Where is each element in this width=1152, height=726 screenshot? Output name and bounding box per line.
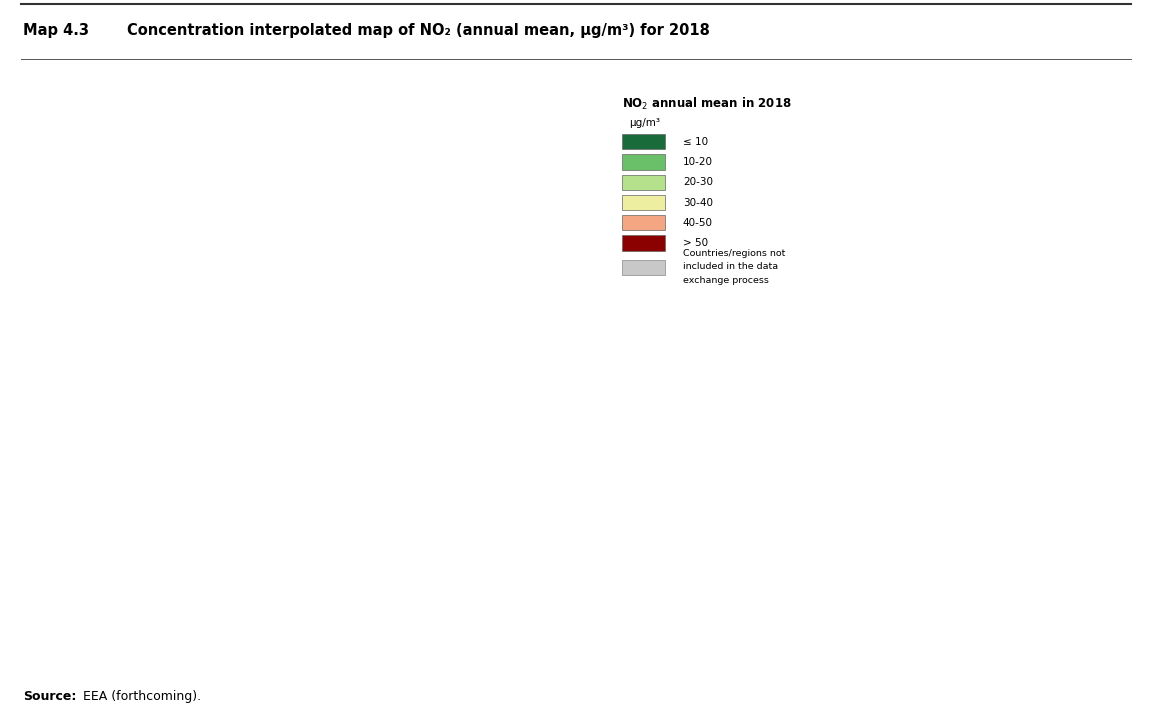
Bar — [622, 134, 666, 150]
Text: NO$_2$ annual mean in 2018: NO$_2$ annual mean in 2018 — [622, 96, 791, 112]
Bar — [622, 155, 666, 170]
Text: Countries/regions not: Countries/regions not — [683, 249, 786, 258]
Bar — [622, 260, 666, 275]
Bar — [622, 175, 666, 190]
Text: Map 4.3: Map 4.3 — [23, 23, 89, 38]
Text: included in the data: included in the data — [683, 262, 778, 272]
Text: > 50: > 50 — [683, 238, 708, 248]
Text: Concentration interpolated map of NO₂ (annual mean, μg/m³) for 2018: Concentration interpolated map of NO₂ (a… — [127, 23, 710, 38]
Text: 40-50: 40-50 — [683, 218, 713, 228]
Bar — [622, 215, 666, 230]
Text: exchange process: exchange process — [683, 276, 768, 285]
Text: EEA (forthcoming).: EEA (forthcoming). — [83, 690, 202, 703]
Text: μg/m³: μg/m³ — [630, 118, 660, 129]
Bar — [622, 195, 666, 211]
Text: 30-40: 30-40 — [683, 197, 713, 208]
Text: ≤ 10: ≤ 10 — [683, 136, 708, 147]
Text: Source:: Source: — [23, 690, 76, 703]
Bar — [622, 235, 666, 250]
Text: 10-20: 10-20 — [683, 157, 713, 167]
Text: 20-30: 20-30 — [683, 177, 713, 187]
